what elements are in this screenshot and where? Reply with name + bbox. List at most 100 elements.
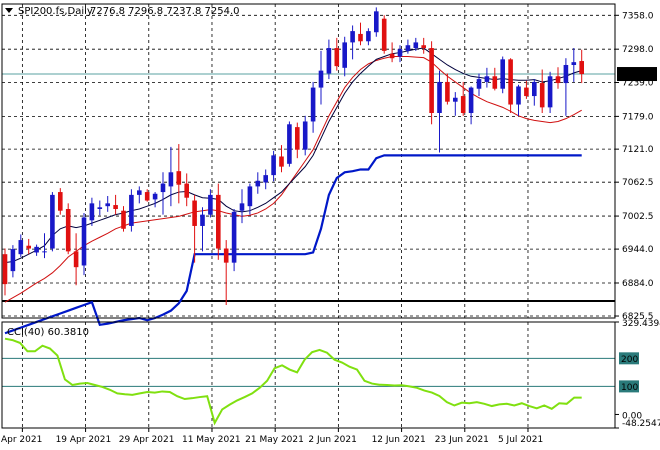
candle — [539, 69, 545, 113]
candle-body — [58, 192, 63, 211]
candle — [152, 192, 158, 208]
symbol-label: SPI200.fs,Daily — [18, 6, 93, 17]
candle-body — [247, 186, 253, 207]
candle — [81, 212, 87, 276]
candle — [334, 37, 340, 71]
price-tick-label: 6825.5 — [622, 312, 654, 322]
candle-body — [484, 76, 490, 82]
candle-body — [65, 209, 71, 252]
candle-body — [579, 61, 584, 75]
candle — [89, 197, 95, 226]
cci-tick-label: 329.4394 — [622, 319, 660, 329]
candle — [342, 36, 347, 77]
candle-body — [318, 70, 324, 88]
candle-body — [539, 83, 545, 108]
candle-body — [137, 190, 142, 195]
candle-body — [73, 251, 79, 268]
candle — [231, 209, 237, 272]
candle-body — [310, 87, 316, 122]
candle-body — [563, 64, 569, 84]
grid-layer — [2, 4, 615, 428]
candle-body — [208, 194, 213, 215]
candle-body — [516, 86, 521, 105]
dropdown-triangle-icon[interactable] — [5, 8, 13, 13]
date-tick-label: 7 Apr 2021 — [0, 435, 42, 445]
candle-body — [532, 81, 537, 97]
candle-body — [97, 207, 103, 210]
candle — [429, 41, 434, 125]
candle — [200, 207, 205, 252]
cci-level-marker: 200 — [619, 352, 639, 365]
candle-body — [81, 217, 87, 266]
ohlc-values: 7276.8 7296.8 7237.8 7254.0 — [90, 6, 240, 17]
cci-label: CCI(40) 60.3810 — [7, 327, 89, 338]
candle-body — [381, 18, 387, 51]
candle — [168, 146, 174, 207]
date-tick-label: 23 Jun 2021 — [435, 435, 489, 445]
candle — [184, 173, 189, 207]
candle-body — [50, 194, 55, 249]
price-tick-label: 7002.5 — [622, 212, 654, 222]
price-tick-label: 7179.0 — [622, 112, 654, 122]
candle — [263, 169, 268, 190]
candle-body — [42, 251, 47, 253]
candle-body — [295, 127, 300, 150]
price-tick-label: 7121.0 — [622, 145, 654, 155]
candle-body — [326, 48, 332, 74]
candle-body — [129, 194, 134, 226]
candle — [421, 37, 426, 54]
candle-body — [555, 76, 561, 84]
candle-body — [397, 49, 403, 57]
price-tick-label: 7062.5 — [622, 178, 654, 188]
candle — [208, 189, 213, 218]
candle-body — [476, 79, 482, 89]
candle-body — [176, 171, 182, 185]
price-panel — [2, 7, 615, 335]
candle-body — [350, 31, 355, 43]
candle-body — [18, 240, 24, 255]
candle — [105, 196, 110, 212]
current-price-marker: 7254.0 — [617, 67, 657, 82]
candle-body — [271, 155, 276, 176]
candle-body — [223, 248, 229, 263]
candle-body — [445, 81, 450, 102]
candle-body — [358, 33, 363, 42]
candle — [571, 48, 577, 82]
candle — [366, 28, 371, 46]
candle-body — [460, 96, 466, 113]
cci-panel — [2, 337, 615, 426]
candle — [97, 200, 103, 216]
candle-body — [389, 53, 395, 59]
candle — [239, 189, 245, 224]
candle-body — [34, 246, 39, 253]
candle — [2, 248, 8, 296]
cci-level-box — [619, 352, 639, 365]
candle — [137, 186, 142, 204]
candle — [508, 58, 513, 113]
candle — [216, 183, 221, 260]
axis-layer: 7358.0 7298.0 7239.0 7179.0 7121.0 7062.5 7002… — [0, 11, 660, 445]
candle — [121, 206, 126, 232]
date-tick-label: 12 Jun 2021 — [372, 435, 426, 445]
candle-body — [200, 214, 205, 226]
candle — [468, 86, 474, 125]
candle — [381, 15, 387, 54]
candle — [192, 194, 197, 263]
candle-body — [334, 48, 340, 67]
candle — [129, 189, 134, 232]
candle-body — [287, 124, 292, 164]
candle-body — [239, 203, 245, 211]
candle — [295, 122, 300, 159]
current-price-label: 7254.0 — [621, 71, 653, 81]
candle-body — [192, 200, 197, 226]
candle — [500, 56, 505, 94]
date-tick-label: 29 Apr 2021 — [119, 435, 175, 445]
candle-body — [2, 254, 8, 285]
candle-body — [255, 180, 261, 187]
candle-body — [547, 76, 553, 108]
candle-body — [405, 45, 411, 51]
candle — [271, 150, 276, 182]
candle-body — [121, 210, 126, 229]
candle — [176, 144, 182, 204]
candle-body — [508, 59, 513, 105]
